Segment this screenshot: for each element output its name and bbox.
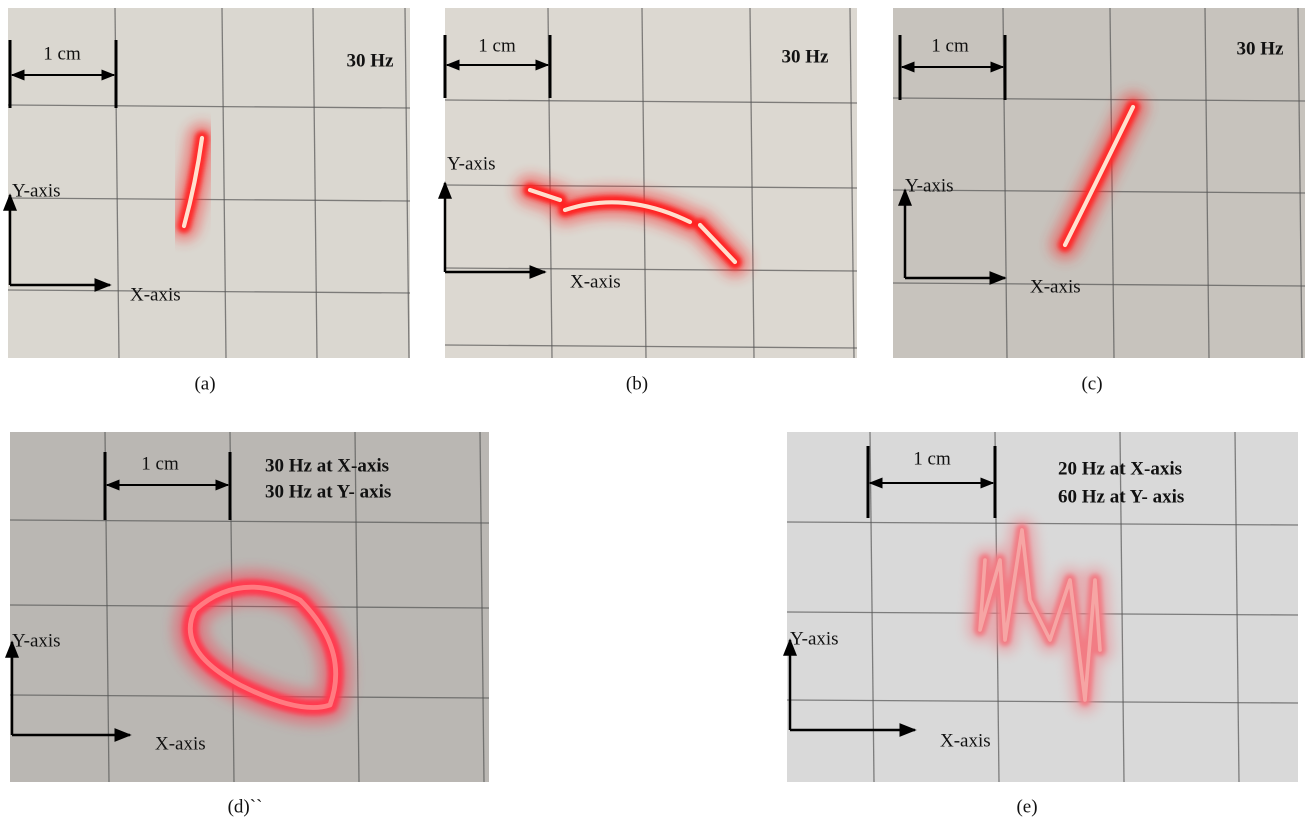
y-axis-label: Y-axis: [12, 630, 61, 651]
y-axis-label: Y-axis: [12, 180, 61, 201]
y-axis-label: Y-axis: [905, 175, 954, 196]
scale-label: 1 cm: [478, 35, 516, 56]
caption: (d)``: [228, 796, 263, 817]
panel: 1 cm 30 Hz at X-axis 30 Hz at Y- axis Y-axi…: [10, 432, 489, 817]
scale-label: 1 cm: [913, 448, 951, 469]
x-axis-label: X-axis: [940, 730, 991, 751]
caption: (a): [194, 373, 215, 394]
frequency-label: 30 Hz: [1237, 38, 1285, 59]
figure: 1 cm 30 Hz Y-axis X-axis (a) 1 cm 30 Hz Y-axis X…: [0, 0, 1307, 826]
panel: 1 cm 30 Hz Y-axis X-axis (c): [893, 8, 1305, 394]
frequency-label: 20 Hz at X-axis: [1058, 458, 1182, 479]
frequency-label: 30 Hz: [782, 46, 830, 67]
panel: 1 cm 30 Hz Y-axis X-axis (b): [445, 8, 857, 394]
x-axis-label: X-axis: [570, 271, 621, 292]
x-axis-label: X-axis: [1030, 276, 1081, 297]
frequency-label: 60 Hz at Y- axis: [1058, 486, 1184, 507]
scale-label: 1 cm: [43, 43, 81, 64]
y-axis-label: Y-axis: [790, 628, 839, 649]
frequency-label: 30 Hz at Y- axis: [265, 481, 391, 502]
y-axis-label: Y-axis: [447, 153, 496, 174]
x-axis-label: X-axis: [130, 284, 181, 305]
scale-label: 1 cm: [931, 35, 969, 56]
panel: 1 cm 30 Hz Y-axis X-axis (a): [8, 8, 410, 394]
scale-label: 1 cm: [141, 453, 179, 474]
frequency-label: 30 Hz at X-axis: [265, 455, 389, 476]
x-axis-label: X-axis: [155, 733, 206, 754]
panel: 1 cm 20 Hz at X-axis 60 Hz at Y- axis Y-axi…: [787, 432, 1298, 817]
frequency-label: 30 Hz: [347, 50, 395, 71]
caption: (c): [1081, 373, 1102, 394]
caption: (b): [626, 373, 648, 394]
caption: (e): [1016, 796, 1037, 817]
